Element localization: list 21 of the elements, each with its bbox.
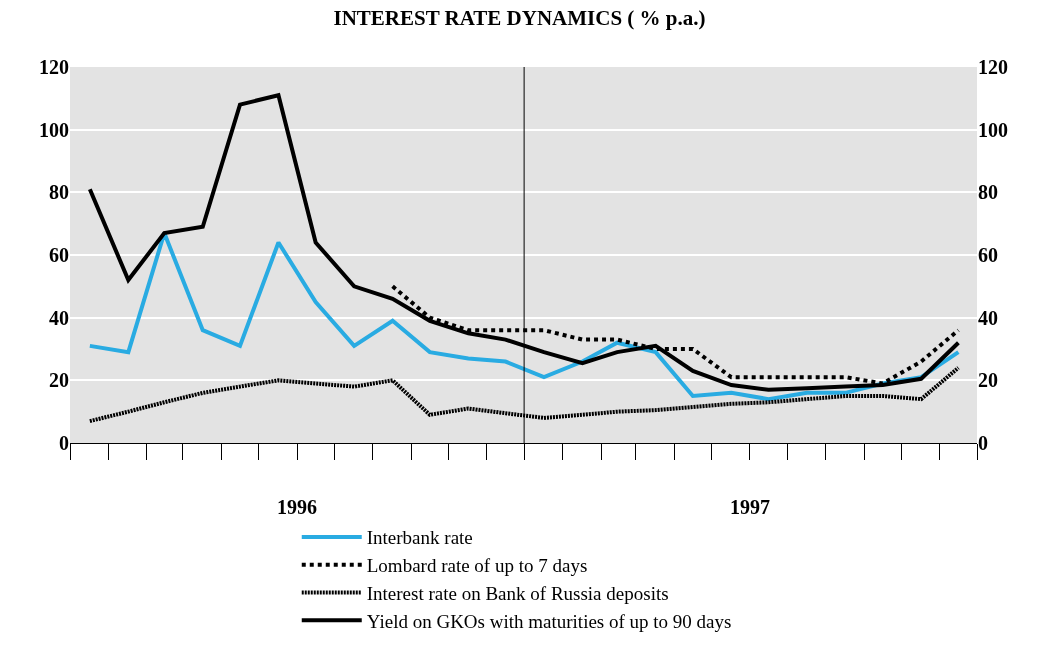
y-tick-label: 60 xyxy=(49,244,69,266)
y2-tick-label: 80 xyxy=(978,181,998,204)
y2-tick-label: 0 xyxy=(978,432,988,454)
x-tick-label: 1997 xyxy=(729,496,770,518)
x-tick-label: 1996 xyxy=(277,496,318,518)
y2-tick-label: 40 xyxy=(978,306,998,329)
y-tick-label: 40 xyxy=(49,306,69,329)
y-tick-label: 100 xyxy=(39,118,69,141)
legend-label: Interest rate on Bank of Russia deposits xyxy=(366,582,669,604)
y-tick-label: 80 xyxy=(49,181,69,204)
legend-label: Yield on GKOs with maturities of up to 90 days xyxy=(366,610,732,632)
legend-label: Interbank rate xyxy=(366,527,473,549)
legend-label: Lombard rate of up to 7 days xyxy=(366,555,588,577)
y2-tick-label: 60 xyxy=(978,244,998,266)
y-tick-label: 20 xyxy=(49,369,69,392)
y-tick-label: 120 xyxy=(39,56,69,78)
y2-tick-label: 20 xyxy=(978,369,998,392)
y-tick-label: 0 xyxy=(59,432,69,454)
y2-tick-label: 100 xyxy=(978,118,1008,141)
chart-title: INTEREST RATE DYNAMICS ( % p.a.) xyxy=(333,5,706,30)
y2-tick-label: 120 xyxy=(978,56,1008,78)
